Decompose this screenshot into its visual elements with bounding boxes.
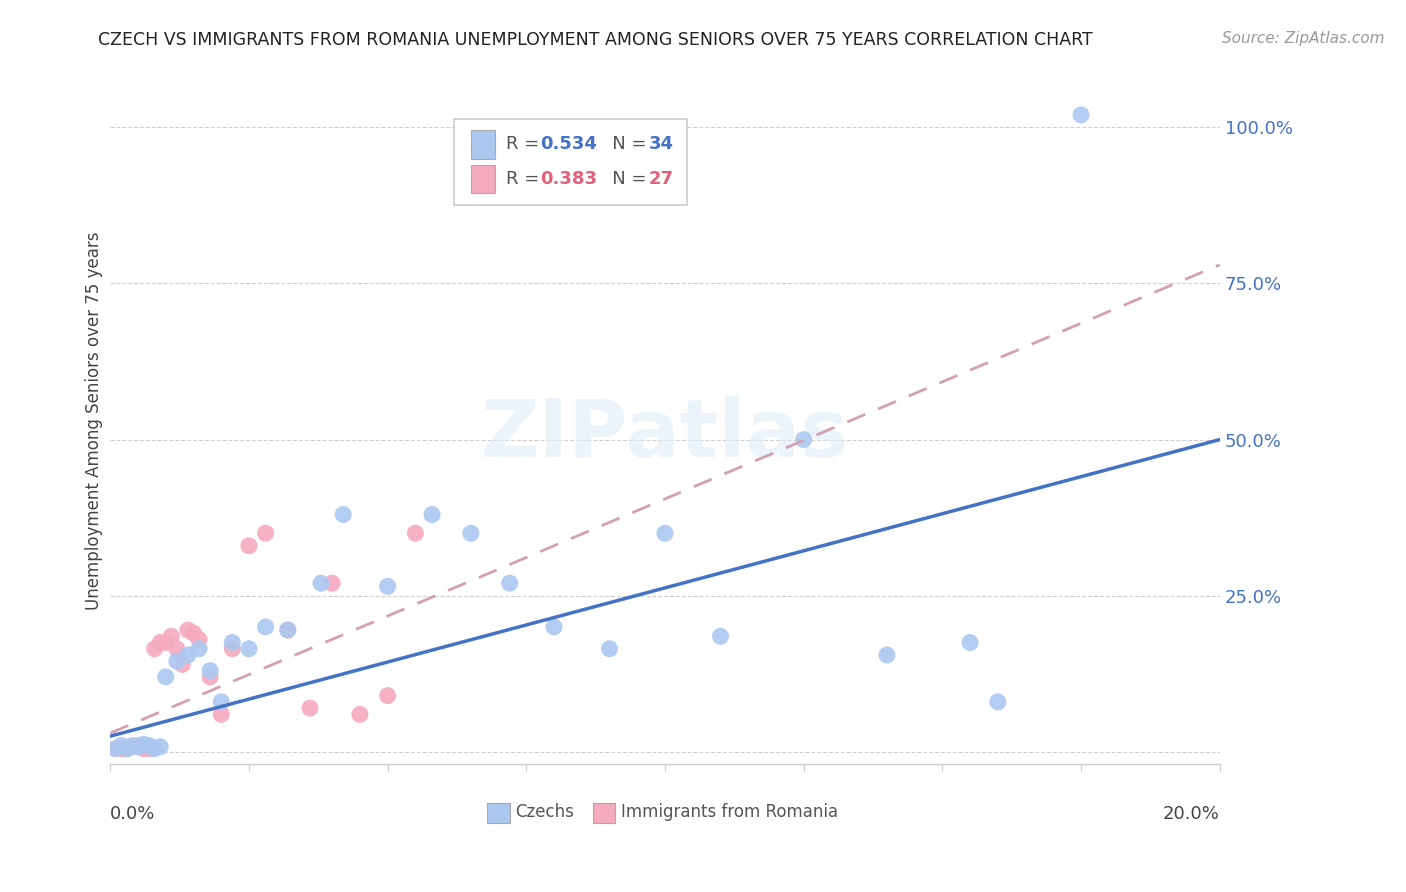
Point xyxy=(188,641,211,656)
Point xyxy=(404,526,426,541)
Point xyxy=(349,707,371,722)
FancyBboxPatch shape xyxy=(471,129,495,159)
Point xyxy=(221,641,243,656)
Point xyxy=(104,741,127,756)
Point xyxy=(599,641,621,656)
Text: Source: ZipAtlas.com: Source: ZipAtlas.com xyxy=(1222,31,1385,46)
Text: 0.534: 0.534 xyxy=(540,136,596,153)
Text: Immigrants from Romania: Immigrants from Romania xyxy=(620,804,838,822)
Point xyxy=(420,508,443,522)
Point xyxy=(160,629,183,643)
Point xyxy=(121,739,143,753)
Y-axis label: Unemployment Among Seniors over 75 years: Unemployment Among Seniors over 75 years xyxy=(86,232,103,610)
Point xyxy=(166,641,188,656)
Point xyxy=(793,433,815,447)
Point xyxy=(172,657,194,672)
Text: 34: 34 xyxy=(648,136,673,153)
Point xyxy=(177,623,200,637)
Point xyxy=(143,741,166,756)
Text: 0.383: 0.383 xyxy=(540,170,596,188)
Point xyxy=(149,739,172,754)
Point xyxy=(155,635,177,649)
Point xyxy=(709,629,731,643)
Point xyxy=(209,707,232,722)
Text: 20.0%: 20.0% xyxy=(1163,805,1220,823)
Point xyxy=(332,508,354,522)
Point xyxy=(221,635,243,649)
Point xyxy=(132,741,155,756)
Point xyxy=(460,526,482,541)
Point xyxy=(115,741,138,756)
Point xyxy=(127,739,149,754)
Text: 27: 27 xyxy=(648,170,673,188)
Point xyxy=(321,576,343,591)
Point xyxy=(238,641,260,656)
Point xyxy=(309,576,332,591)
Point xyxy=(110,741,132,756)
Point xyxy=(254,620,277,634)
Point xyxy=(166,654,188,668)
Point xyxy=(876,648,898,662)
Text: CZECH VS IMMIGRANTS FROM ROMANIA UNEMPLOYMENT AMONG SENIORS OVER 75 YEARS CORREL: CZECH VS IMMIGRANTS FROM ROMANIA UNEMPLO… xyxy=(98,31,1094,49)
Point xyxy=(277,623,299,637)
Text: 0.0%: 0.0% xyxy=(110,805,156,823)
Point xyxy=(183,626,205,640)
Point xyxy=(121,739,143,754)
FancyBboxPatch shape xyxy=(488,804,509,822)
Point xyxy=(115,741,138,756)
Point xyxy=(377,689,399,703)
Point xyxy=(138,739,160,753)
Point xyxy=(198,670,221,684)
Point xyxy=(377,579,399,593)
Text: Czechs: Czechs xyxy=(515,804,574,822)
Point xyxy=(110,739,132,753)
Point xyxy=(132,737,155,751)
Point xyxy=(138,741,160,756)
Text: R =: R = xyxy=(506,170,546,188)
Point xyxy=(543,620,565,634)
Text: ZIPatlas: ZIPatlas xyxy=(481,395,849,474)
Point xyxy=(498,576,520,591)
Point xyxy=(155,670,177,684)
Point xyxy=(959,635,981,649)
Text: N =: N = xyxy=(595,136,652,153)
Point xyxy=(127,739,149,753)
Point xyxy=(254,526,277,541)
Point xyxy=(198,664,221,678)
FancyBboxPatch shape xyxy=(471,164,495,194)
Text: N =: N = xyxy=(595,170,652,188)
Point xyxy=(987,695,1010,709)
Point xyxy=(238,539,260,553)
Point xyxy=(143,641,166,656)
FancyBboxPatch shape xyxy=(454,119,688,204)
Point xyxy=(209,695,232,709)
Point xyxy=(1070,108,1092,122)
Point xyxy=(188,632,211,647)
Point xyxy=(104,741,127,756)
FancyBboxPatch shape xyxy=(593,804,614,822)
Point xyxy=(277,623,299,637)
Point xyxy=(149,635,172,649)
Point xyxy=(177,648,200,662)
Text: R =: R = xyxy=(506,136,546,153)
Point xyxy=(654,526,676,541)
Point xyxy=(298,701,321,715)
